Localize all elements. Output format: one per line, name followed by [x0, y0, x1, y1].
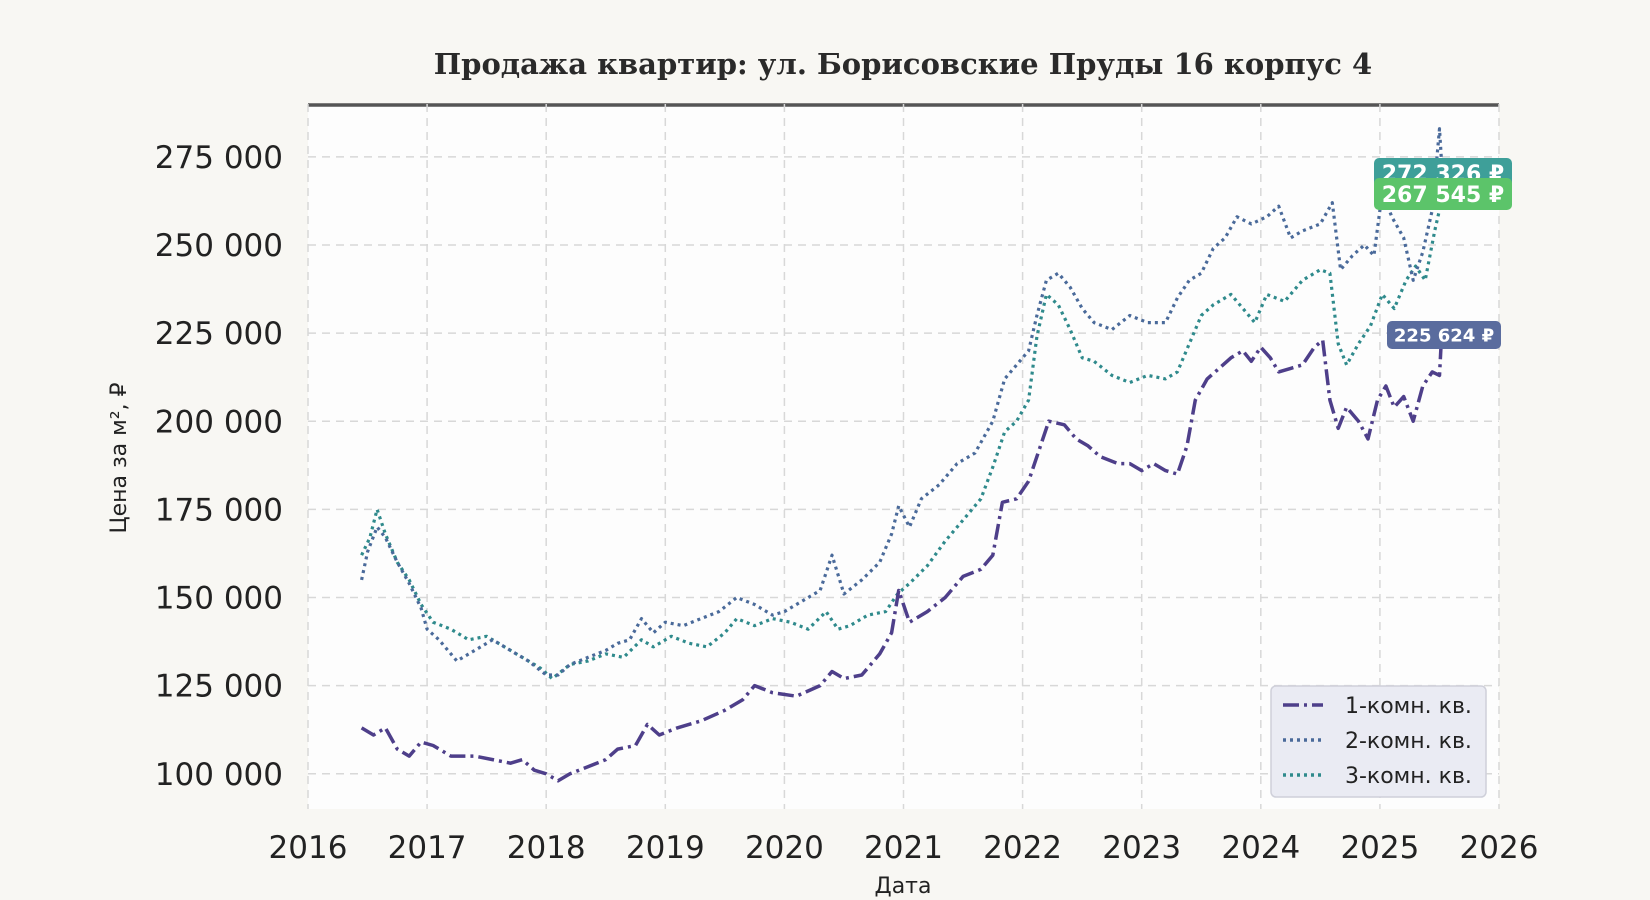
series-line	[360, 330, 1444, 783]
chart-title: Продажа квартир: ул. Борисовские Пруды 1…	[434, 47, 1372, 81]
x-tick-label: 2016	[269, 830, 348, 866]
x-tick-label: 2024	[1221, 830, 1300, 866]
end-value-label: 267 545 ₽	[1382, 183, 1504, 208]
x-tick-label: 2025	[1340, 830, 1419, 866]
y-tick-label: 175 000	[155, 492, 283, 528]
x-tick-label: 2023	[1102, 830, 1181, 866]
series-line	[360, 183, 1444, 681]
y-tick-label: 150 000	[155, 581, 283, 617]
end-value-labels: 272 326 ₽267 545 ₽225 624 ₽	[1374, 158, 1512, 349]
legend-label: 2-комн. кв.	[1345, 729, 1472, 754]
y-tick-label: 125 000	[155, 669, 283, 705]
grid	[307, 104, 1500, 809]
y-tick-label: 100 000	[155, 757, 283, 793]
end-value-badge	[1387, 321, 1501, 349]
end-value-badge	[1374, 178, 1512, 210]
x-tick-label: 2019	[626, 830, 705, 866]
y-tick-label: 200 000	[155, 404, 283, 440]
legend-box	[1270, 685, 1487, 798]
series-lines	[360, 127, 1444, 783]
y-tick-label: 275 000	[155, 140, 283, 176]
x-tick-label: 2021	[864, 830, 943, 866]
x-tick-label: 2017	[388, 830, 467, 866]
y-tick-label: 250 000	[155, 228, 283, 264]
x-axis-ticks: 2016 2017 2018 2019 2020 2021 2022 2023 2024 2025…	[269, 830, 1539, 866]
end-value-label: 225 624 ₽	[1394, 325, 1494, 346]
x-tick-label: 2020	[745, 830, 824, 866]
x-tick-label: 2022	[983, 830, 1062, 866]
y-axis-label: Цена за м², ₽	[107, 382, 132, 533]
y-tick-label: 225 000	[155, 316, 283, 352]
legend: 1-комн. кв. 2-комн. кв. 3-комн. кв.	[1270, 685, 1487, 798]
legend-label: 3-комн. кв.	[1345, 764, 1472, 789]
x-axis-label: Дата	[875, 874, 932, 899]
y-axis-ticks: 100 000 125 000 150 000 175 000 200 000 225 0…	[155, 140, 283, 793]
x-tick-label: 2018	[507, 830, 586, 866]
legend-label: 1-комн. кв.	[1345, 694, 1472, 719]
x-tick-label: 2026	[1460, 830, 1539, 866]
